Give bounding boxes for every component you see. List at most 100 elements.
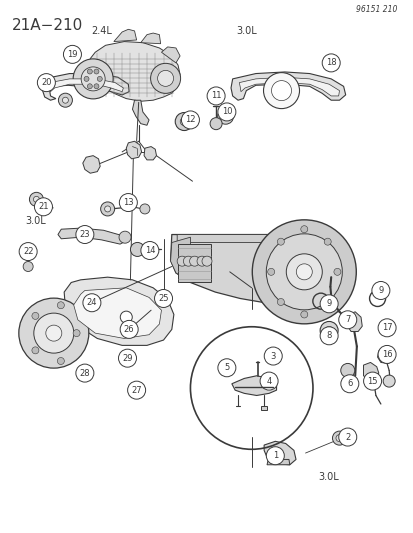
Circle shape bbox=[217, 108, 233, 124]
Polygon shape bbox=[377, 348, 392, 364]
Polygon shape bbox=[231, 376, 276, 395]
Circle shape bbox=[181, 111, 199, 129]
Text: 28: 28 bbox=[79, 369, 90, 377]
Text: 3: 3 bbox=[270, 352, 275, 360]
Circle shape bbox=[286, 254, 321, 290]
Circle shape bbox=[210, 118, 221, 130]
Polygon shape bbox=[171, 235, 335, 282]
Text: 1: 1 bbox=[272, 451, 277, 460]
Text: 9: 9 bbox=[377, 286, 382, 295]
Polygon shape bbox=[114, 29, 136, 42]
Circle shape bbox=[81, 67, 105, 91]
Circle shape bbox=[34, 198, 52, 216]
Circle shape bbox=[76, 364, 94, 382]
Circle shape bbox=[154, 289, 172, 308]
Text: 10: 10 bbox=[221, 108, 232, 116]
Circle shape bbox=[266, 447, 284, 465]
Circle shape bbox=[377, 345, 395, 364]
Circle shape bbox=[300, 311, 307, 318]
Text: 2.4L: 2.4L bbox=[91, 26, 112, 36]
Text: 8: 8 bbox=[326, 332, 331, 340]
Circle shape bbox=[259, 372, 278, 390]
Polygon shape bbox=[161, 47, 180, 63]
Circle shape bbox=[157, 70, 173, 86]
Circle shape bbox=[76, 225, 94, 244]
Circle shape bbox=[57, 302, 64, 309]
Polygon shape bbox=[346, 312, 361, 332]
Text: 25: 25 bbox=[158, 294, 169, 303]
Polygon shape bbox=[126, 141, 141, 159]
Circle shape bbox=[33, 196, 39, 203]
Circle shape bbox=[271, 80, 291, 101]
Polygon shape bbox=[74, 288, 161, 338]
Text: 7: 7 bbox=[344, 316, 349, 324]
Circle shape bbox=[119, 231, 131, 243]
Circle shape bbox=[333, 268, 340, 276]
Text: 26: 26 bbox=[123, 325, 134, 334]
Polygon shape bbox=[83, 156, 100, 173]
Text: 11: 11 bbox=[210, 92, 221, 100]
Circle shape bbox=[94, 69, 99, 74]
Circle shape bbox=[127, 381, 145, 399]
Circle shape bbox=[29, 192, 43, 206]
Circle shape bbox=[104, 206, 110, 212]
Text: 14: 14 bbox=[144, 246, 155, 255]
Circle shape bbox=[97, 76, 102, 82]
Polygon shape bbox=[140, 33, 160, 44]
Text: 2: 2 bbox=[344, 433, 349, 441]
Circle shape bbox=[175, 112, 193, 131]
Circle shape bbox=[340, 375, 358, 393]
Polygon shape bbox=[89, 42, 180, 101]
Circle shape bbox=[34, 313, 74, 353]
Polygon shape bbox=[50, 79, 123, 92]
Text: 16: 16 bbox=[381, 350, 392, 359]
Circle shape bbox=[100, 202, 114, 216]
Circle shape bbox=[46, 325, 62, 341]
Circle shape bbox=[197, 256, 206, 266]
Circle shape bbox=[319, 327, 337, 345]
Circle shape bbox=[120, 311, 132, 323]
Circle shape bbox=[319, 295, 337, 313]
Circle shape bbox=[300, 225, 307, 233]
Polygon shape bbox=[178, 244, 211, 282]
Circle shape bbox=[266, 234, 342, 310]
Text: 20: 20 bbox=[41, 78, 52, 87]
Text: 17: 17 bbox=[381, 324, 392, 332]
Circle shape bbox=[119, 193, 137, 212]
Circle shape bbox=[140, 241, 159, 260]
Circle shape bbox=[321, 54, 339, 72]
Circle shape bbox=[371, 281, 389, 300]
Text: 9: 9 bbox=[326, 300, 331, 308]
Polygon shape bbox=[266, 459, 289, 465]
Circle shape bbox=[180, 117, 188, 126]
Circle shape bbox=[338, 311, 356, 329]
Circle shape bbox=[217, 359, 235, 377]
Polygon shape bbox=[132, 100, 149, 125]
Circle shape bbox=[150, 63, 180, 93]
Circle shape bbox=[263, 72, 299, 109]
Text: 21: 21 bbox=[38, 203, 49, 211]
Circle shape bbox=[323, 298, 330, 305]
Text: 6: 6 bbox=[347, 379, 351, 388]
Circle shape bbox=[335, 434, 342, 442]
Circle shape bbox=[324, 326, 332, 335]
Text: 19: 19 bbox=[67, 50, 78, 59]
Circle shape bbox=[217, 103, 235, 121]
Polygon shape bbox=[260, 406, 267, 410]
Circle shape bbox=[130, 243, 144, 256]
Circle shape bbox=[252, 220, 356, 324]
Circle shape bbox=[57, 358, 64, 365]
Polygon shape bbox=[230, 72, 345, 100]
Text: 27: 27 bbox=[131, 386, 142, 394]
Circle shape bbox=[183, 256, 193, 266]
Circle shape bbox=[340, 364, 354, 377]
Text: 12: 12 bbox=[185, 116, 195, 124]
Circle shape bbox=[296, 264, 311, 280]
Polygon shape bbox=[170, 237, 190, 281]
Circle shape bbox=[363, 372, 381, 390]
Polygon shape bbox=[58, 228, 126, 244]
Circle shape bbox=[338, 428, 356, 446]
Circle shape bbox=[120, 320, 138, 338]
Polygon shape bbox=[42, 74, 129, 100]
Text: 13: 13 bbox=[123, 198, 133, 207]
